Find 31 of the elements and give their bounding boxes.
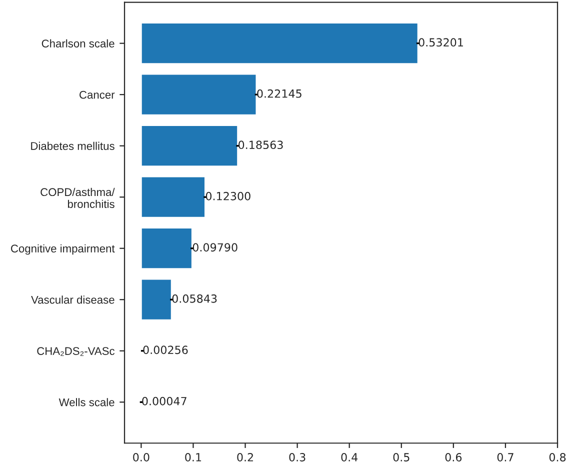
x-tick-label: 0.4 — [341, 453, 358, 462]
y-tick-label: Cognitive impairment — [11, 244, 115, 255]
bar — [140, 124, 238, 168]
bar — [140, 176, 206, 218]
x-tick-label: 0.7 — [497, 453, 514, 462]
x-tick-label: 0.8 — [549, 453, 566, 462]
x-tick-label: 0.5 — [393, 453, 410, 462]
x-tick-label: 0.2 — [237, 453, 253, 462]
data-label: 0.00256 — [143, 346, 188, 354]
data-label: 0.18563 — [238, 140, 283, 150]
y-tick-label: COPD/asthma/ bronchitis — [40, 188, 115, 208]
y-tick-label: Cancer — [80, 90, 115, 99]
bar — [140, 22, 419, 65]
y-tick-label: Vascular disease — [31, 296, 114, 304]
x-tick-label: 0.3 — [289, 453, 306, 462]
y-tick-label: Diabetes mellitus — [31, 142, 114, 150]
x-tick-label: 0.6 — [445, 453, 462, 462]
data-label: 0.53201 — [418, 38, 463, 47]
x-tick-label: 0.1 — [185, 453, 202, 462]
data-label: 0.12300 — [206, 192, 250, 200]
bar — [140, 278, 172, 321]
data-label: 0.09790 — [192, 243, 238, 252]
data-label: 0.00047 — [142, 396, 186, 406]
data-label: 0.05843 — [172, 294, 217, 303]
x-tick-label: 0.0 — [133, 453, 150, 462]
data-label: 0.22145 — [257, 89, 302, 98]
bar — [140, 227, 193, 270]
bar — [140, 73, 258, 116]
y-tick-label: CHA₂DS₂-VASc — [37, 347, 115, 356]
y-tick-label: Wells scale — [58, 398, 114, 406]
y-tick-label: Charlson scale — [42, 39, 114, 48]
